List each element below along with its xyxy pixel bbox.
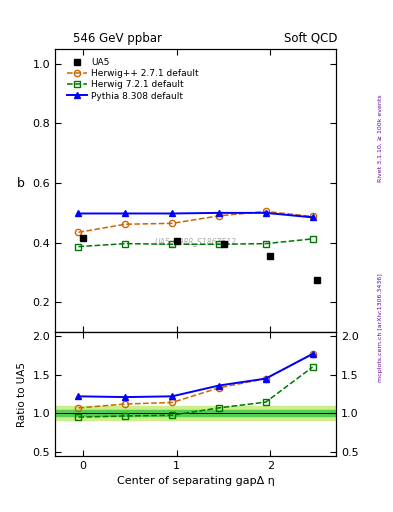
- Y-axis label: b: b: [17, 178, 25, 190]
- Pythia 8.308 default: [217, 210, 221, 216]
- Text: UA5_1988_S1867512: UA5_1988_S1867512: [154, 237, 237, 246]
- Text: Rivet 3.1.10, ≥ 100k events: Rivet 3.1.10, ≥ 100k events: [378, 94, 383, 182]
- X-axis label: Center of separating gapΔ η: Center of separating gapΔ η: [117, 476, 274, 486]
- UA5: [315, 277, 320, 283]
- Herwig 7.2.1 default: [263, 241, 268, 247]
- Line: Pythia 8.308 default: Pythia 8.308 default: [75, 210, 316, 221]
- Herwig 7.2.1 default: [123, 241, 128, 247]
- Bar: [55, 407, 336, 420]
- Pythia 8.308 default: [170, 210, 174, 217]
- Text: 546 GeV ppbar: 546 GeV ppbar: [73, 32, 162, 45]
- Herwig++ 2.7.1 default: [263, 208, 268, 215]
- Legend: UA5, Herwig++ 2.7.1 default, Herwig 7.2.1 default, Pythia 8.308 default: UA5, Herwig++ 2.7.1 default, Herwig 7.2.…: [65, 56, 201, 102]
- Herwig++ 2.7.1 default: [170, 220, 174, 226]
- Herwig 7.2.1 default: [310, 236, 315, 242]
- UA5: [268, 253, 273, 259]
- UA5: [221, 241, 226, 247]
- Y-axis label: Ratio to UA5: Ratio to UA5: [17, 361, 27, 426]
- Pythia 8.308 default: [263, 210, 268, 216]
- Herwig++ 2.7.1 default: [76, 229, 81, 236]
- Pythia 8.308 default: [310, 215, 315, 221]
- Herwig++ 2.7.1 default: [217, 213, 221, 219]
- Herwig 7.2.1 default: [217, 241, 221, 247]
- Herwig++ 2.7.1 default: [310, 214, 315, 220]
- Herwig 7.2.1 default: [170, 241, 174, 247]
- Text: mcplots.cern.ch [arXiv:1306.3436]: mcplots.cern.ch [arXiv:1306.3436]: [378, 273, 383, 382]
- Line: UA5: UA5: [80, 235, 321, 284]
- Herwig++ 2.7.1 default: [123, 221, 128, 227]
- Pythia 8.308 default: [123, 210, 128, 217]
- Herwig 7.2.1 default: [76, 244, 81, 250]
- Bar: [55, 410, 336, 416]
- Pythia 8.308 default: [76, 210, 81, 217]
- Line: Herwig 7.2.1 default: Herwig 7.2.1 default: [75, 236, 316, 250]
- UA5: [174, 238, 179, 244]
- UA5: [81, 235, 86, 241]
- Text: Soft QCD: Soft QCD: [284, 32, 337, 45]
- Line: Herwig++ 2.7.1 default: Herwig++ 2.7.1 default: [75, 208, 316, 236]
